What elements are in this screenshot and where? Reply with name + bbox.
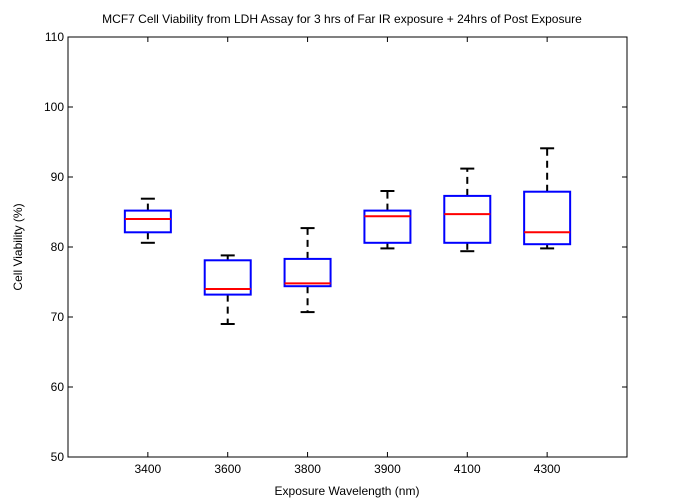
box-4100 xyxy=(443,167,492,253)
box-body xyxy=(283,257,332,288)
chart-title: MCF7 Cell Viability from LDH Assay for 3… xyxy=(102,12,582,26)
x-axis: 3400 3600 3800 3900 4100 4300 xyxy=(135,37,561,476)
box-4300 xyxy=(523,147,572,250)
box-body xyxy=(123,209,172,234)
box-3400 xyxy=(123,197,172,244)
y-axis-label: Cell Viability (%) xyxy=(11,203,25,290)
box-body xyxy=(443,194,492,244)
x-tick-label: 3400 xyxy=(135,462,162,476)
plot-area xyxy=(67,36,628,458)
box-3600 xyxy=(203,254,252,325)
box-body xyxy=(523,190,572,246)
y-tick-label: 110 xyxy=(45,30,64,44)
y-tick-label: 80 xyxy=(51,240,65,254)
x-tick-label: 3600 xyxy=(214,462,241,476)
y-axis: 50 60 70 80 90 100 110 xyxy=(44,30,627,464)
x-tick-label: 3900 xyxy=(374,462,401,476)
y-tick-label: 70 xyxy=(51,310,65,324)
x-tick-label: 4100 xyxy=(454,462,481,476)
y-tick-label: 60 xyxy=(51,380,65,394)
x-tick-label: 3800 xyxy=(294,462,321,476)
y-tick-label: 90 xyxy=(51,170,65,184)
y-tick-label: 50 xyxy=(51,450,65,464)
x-tick-label: 4300 xyxy=(534,462,561,476)
y-tick-label: 100 xyxy=(44,100,64,114)
box-3900 xyxy=(363,190,412,250)
x-axis-label: Exposure Wavelength (nm) xyxy=(275,484,420,498)
boxes-group xyxy=(123,147,572,325)
box-3800 xyxy=(283,227,332,314)
